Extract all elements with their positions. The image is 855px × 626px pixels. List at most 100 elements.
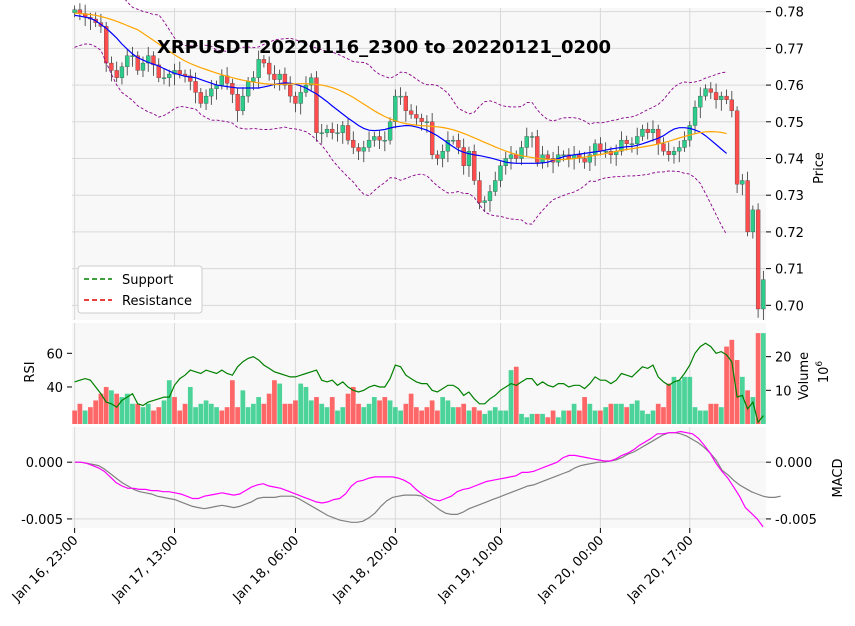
- candle-body: [429, 121, 435, 155]
- volume-bar: [461, 403, 467, 424]
- volume-bar: [550, 410, 556, 424]
- candle-body: [288, 84, 293, 97]
- volume-bar: [576, 410, 582, 424]
- volume-bar: [718, 407, 724, 424]
- candle-body: [330, 128, 335, 133]
- volume-bar: [745, 390, 750, 424]
- volume-bar: [245, 407, 251, 424]
- volume-bar: [119, 397, 125, 424]
- volume-bar: [214, 407, 219, 424]
- candle-body: [687, 125, 692, 141]
- candle-body: [109, 62, 114, 71]
- volume-bar: [587, 403, 593, 424]
- volume-bar: [655, 403, 661, 424]
- volume-bar: [371, 397, 377, 424]
- volume-bar: [471, 407, 477, 424]
- volume-bar: [603, 407, 609, 424]
- volume-bar: [692, 407, 698, 424]
- volume-bar: [534, 413, 540, 424]
- candle-body: [435, 154, 440, 159]
- volume-bar: [135, 403, 141, 424]
- rsi-line: [74, 342, 764, 424]
- volume-bar: [650, 410, 656, 424]
- volume-bar: [713, 403, 719, 424]
- candle-body: [188, 75, 193, 82]
- candle-body: [745, 180, 750, 233]
- volume-bar: [229, 380, 235, 424]
- candle-body: [125, 55, 130, 67]
- volume-bar: [72, 410, 77, 424]
- candle-body: [193, 81, 198, 93]
- x-tick-label: Jan 20, 17:00: [624, 533, 696, 605]
- candle-body: [267, 62, 272, 75]
- volume-bar: [145, 403, 151, 424]
- volume-bar: [456, 407, 461, 424]
- volume-bar: [608, 403, 614, 424]
- volume-bar: [445, 400, 451, 424]
- price-layer: [72, 0, 766, 320]
- volume-bar: [545, 417, 551, 424]
- candle-body: [377, 136, 382, 141]
- legend-support-label: Support: [122, 273, 173, 288]
- volume-bar: [661, 407, 666, 424]
- candle-body: [319, 132, 324, 134]
- candle-body: [72, 9, 77, 13]
- candle-body: [729, 99, 734, 111]
- candle-body: [256, 59, 261, 78]
- candle-body: [309, 77, 314, 86]
- volume-bar: [613, 403, 619, 424]
- candle-body: [524, 136, 529, 148]
- volume-bar: [629, 403, 635, 424]
- volume-bar: [303, 386, 309, 424]
- candle-body: [666, 151, 671, 155]
- candle-body: [461, 147, 466, 166]
- candle-body: [130, 55, 135, 57]
- price-tick-label: 0.74: [775, 152, 804, 167]
- candle-body: [456, 139, 461, 148]
- volume-bar: [109, 390, 114, 424]
- ma-slow-line: [74, 12, 727, 161]
- volume-bar: [398, 410, 403, 424]
- candle-body: [529, 136, 535, 138]
- price-tick-label: 0.78: [775, 6, 804, 21]
- macd-right-tick-label: -0.005: [775, 513, 817, 528]
- candle-body: [340, 125, 345, 133]
- volume-bar: [203, 400, 209, 424]
- candle-body: [514, 154, 519, 159]
- x-tick-label: Jan 19, 10:00: [435, 533, 507, 605]
- candle-body: [372, 136, 377, 141]
- volume-bar: [377, 400, 382, 424]
- volume-bar: [319, 403, 325, 424]
- candle-body: [240, 95, 246, 111]
- candle-body: [393, 95, 398, 122]
- macd-line: [74, 430, 764, 528]
- candle-body: [508, 154, 514, 159]
- volume-bar: [634, 400, 640, 424]
- rsi-axis-title: RSI: [23, 361, 38, 382]
- volume-bar: [308, 400, 314, 424]
- volume-bar: [440, 397, 446, 424]
- candle-body: [167, 73, 172, 78]
- volume-bar: [703, 410, 708, 424]
- candle-body: [734, 110, 740, 185]
- volume-axis-title: Volume: [797, 352, 812, 400]
- candle-body: [408, 110, 414, 115]
- volume-bar: [508, 370, 514, 424]
- volume-bar: [161, 400, 167, 424]
- volume-bar: [566, 410, 572, 424]
- candle-body: [598, 143, 603, 152]
- volume-bar: [251, 403, 256, 424]
- candle-body: [219, 75, 224, 86]
- volume-bar: [492, 407, 498, 424]
- volume-tick-label: 20: [775, 351, 792, 366]
- candle-body: [703, 88, 708, 97]
- candle-body: [203, 95, 209, 104]
- volume-bar: [340, 407, 346, 424]
- x-tick-label: Jan 16, 23:00: [9, 533, 81, 605]
- volume-bar: [529, 413, 535, 424]
- volume-bar: [487, 410, 493, 424]
- volume-bar: [98, 393, 104, 424]
- x-tick-label: Jan 17, 13:00: [109, 533, 181, 605]
- candle-body: [398, 95, 403, 98]
- volume-bar: [477, 410, 482, 424]
